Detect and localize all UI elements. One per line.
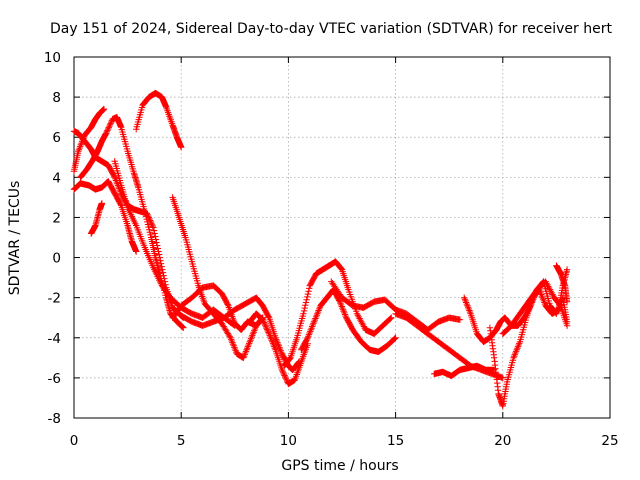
series-track-16	[431, 362, 498, 380]
plus-markers	[246, 310, 311, 388]
x-tick-label: 15	[387, 433, 404, 449]
x-tick-label: 25	[601, 433, 618, 449]
plus-markers	[88, 200, 106, 237]
chart-title: Day 151 of 2024, Sidereal Day-to-day VTE…	[50, 21, 612, 37]
plus-markers	[178, 294, 303, 374]
y-tick-label: 10	[44, 50, 61, 66]
x-tick-label: 20	[494, 433, 511, 449]
series-track-6	[133, 89, 185, 151]
series-track-3	[70, 105, 108, 175]
x-axis-label: GPS time / hours	[281, 458, 398, 474]
data-points	[70, 89, 571, 410]
plus-markers	[70, 178, 140, 255]
y-tick-label: -4	[48, 331, 61, 347]
series-track-2	[77, 114, 187, 331]
plus-markers	[111, 158, 238, 329]
y-tick-label: 2	[52, 210, 61, 226]
plus-markers	[169, 282, 266, 333]
series-track-7	[111, 158, 238, 329]
series-track-11	[246, 310, 311, 388]
y-tick-label: 8	[52, 90, 61, 106]
series-track-19	[499, 278, 571, 337]
y-tick-label: 0	[52, 251, 61, 267]
series-track-14	[328, 278, 464, 333]
series-track-20	[553, 262, 571, 305]
series-track-4	[70, 178, 140, 255]
y-axis: -8 -6 -4 -2 0 2 4 6 8 10	[44, 50, 610, 427]
y-tick-label: 4	[52, 170, 61, 186]
y-tick-label: 6	[52, 130, 61, 146]
x-axis: 0 5 10 15 20 25	[70, 57, 619, 449]
plus-markers	[298, 286, 399, 355]
series-track-8	[169, 194, 266, 361]
series-track-13	[298, 286, 399, 355]
plus-markers	[280, 258, 395, 370]
plus-markers	[133, 89, 185, 151]
x-tick-label: 5	[177, 433, 186, 449]
x-tick-label: 10	[280, 433, 297, 449]
series-track-12	[280, 258, 395, 370]
x-tick-label: 0	[70, 433, 79, 449]
plus-markers	[499, 278, 571, 337]
y-axis-label: SDTVAR / TECUs	[7, 181, 23, 296]
plus-markers	[70, 105, 108, 175]
series-track-9	[169, 282, 266, 333]
y-tick-label: -8	[48, 411, 61, 427]
y-tick-label: -6	[48, 371, 61, 387]
y-tick-label: -2	[48, 291, 61, 307]
plus-markers	[169, 194, 266, 361]
plus-markers	[77, 114, 187, 331]
plus-markers	[328, 278, 464, 333]
series-track-5	[88, 200, 106, 237]
series-track-10	[178, 294, 303, 374]
plus-markers	[431, 362, 498, 380]
plus-markers	[553, 262, 571, 305]
plot-frame	[73, 56, 611, 419]
